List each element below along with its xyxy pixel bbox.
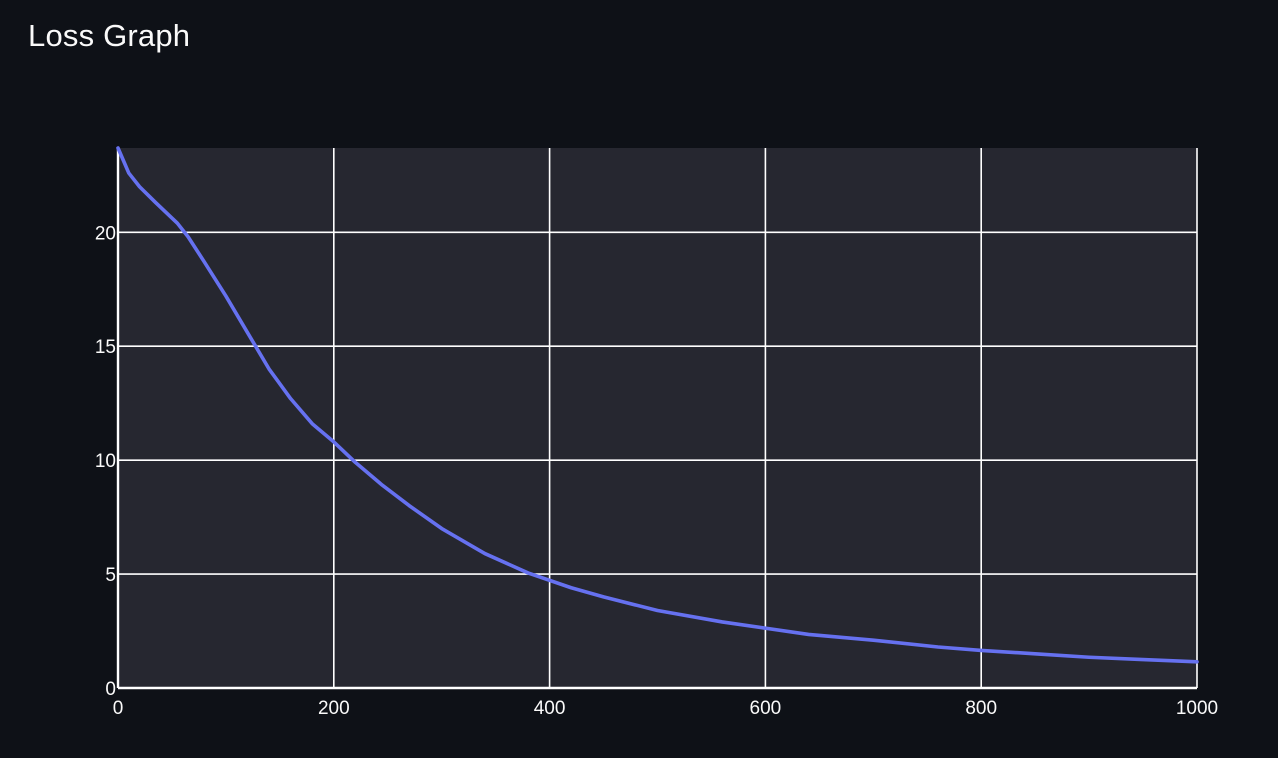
y-tick-label-10: 10 bbox=[95, 451, 116, 472]
plot-area bbox=[118, 148, 1197, 688]
x-tick-label-600: 600 bbox=[750, 698, 782, 719]
x-tick-label-0: 0 bbox=[113, 698, 124, 719]
x-tick-label-1000: 1000 bbox=[1176, 698, 1218, 719]
x-tick-label-800: 800 bbox=[965, 698, 997, 719]
y-tick-label-0: 0 bbox=[105, 679, 116, 700]
grid-lines bbox=[118, 148, 1198, 688]
y-tick-label-5: 5 bbox=[105, 565, 116, 586]
series-layer bbox=[116, 146, 1199, 664]
axes bbox=[116, 148, 1197, 690]
x-tick-label-400: 400 bbox=[534, 698, 566, 719]
x-tick-label-200: 200 bbox=[318, 698, 350, 719]
y-tick-label-20: 20 bbox=[95, 223, 116, 244]
tick-labels: 0 200 400 600 800 1000 0 5 10 15 20 bbox=[95, 223, 1218, 719]
page-title: Loss Graph bbox=[28, 18, 191, 53]
series-line-0[interactable] bbox=[116, 146, 1199, 664]
y-tick-label-15: 15 bbox=[95, 337, 116, 358]
